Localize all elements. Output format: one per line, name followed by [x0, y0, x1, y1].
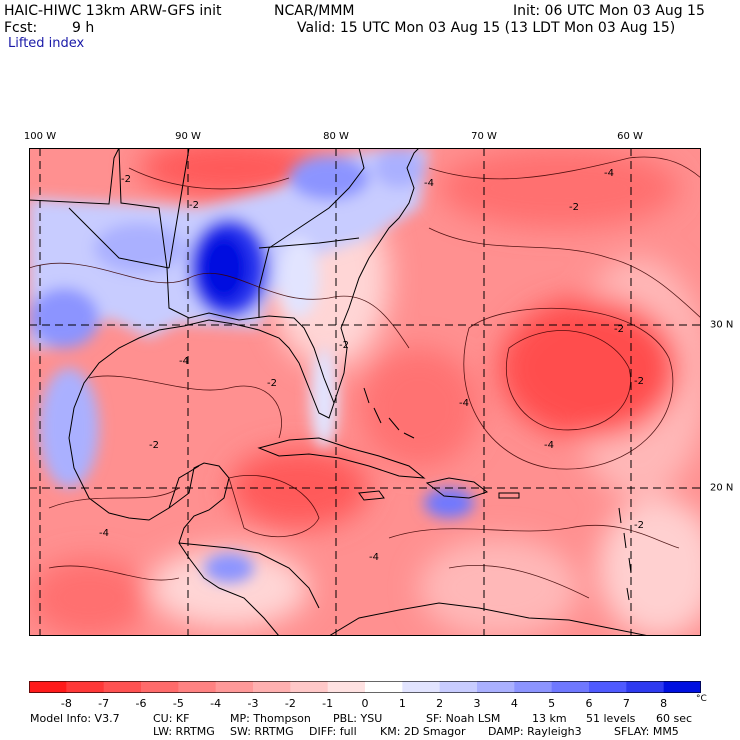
contour-label: -2 [149, 440, 159, 451]
lat-label-30n: 30 N [710, 319, 734, 331]
footer-levels: 51 levels [586, 712, 636, 725]
contour-label: -4 [424, 178, 434, 189]
colorbar-swatch [626, 681, 665, 693]
colorbar-swatch [215, 681, 254, 693]
lon-label-100w: 100 W [23, 131, 57, 142]
forecast-label: Fcst: [4, 20, 38, 36]
stable-areas [29, 148, 474, 583]
colorbar-swatch [402, 681, 441, 693]
contour-label: -2 [614, 324, 624, 335]
contour-label: -4 [544, 440, 554, 451]
colorbar-swatch [141, 681, 179, 693]
lon-label-60w: 60 W [617, 131, 643, 142]
colorbar-tick-label: 8 [660, 697, 668, 710]
colorbar-tick-label: -3 [247, 697, 259, 710]
footer-lw: LW: RRTMG [153, 725, 215, 738]
colorbar-tick-label: 1 [398, 697, 406, 710]
lifted-index-map: -2 -4 -2 -4 -2 -4 -2 -2 -2 -4 -2 -4 -2 -… [29, 148, 701, 636]
footer-pbl: PBL: YSU [333, 712, 383, 725]
lon-label-70w: 70 W [471, 131, 497, 142]
lat-lon-grid [29, 148, 701, 636]
colorbar-swatch [253, 681, 291, 693]
colorbar-tick-label: 2 [436, 697, 444, 710]
colorbar [29, 681, 701, 693]
contour-label: -4 [99, 528, 109, 539]
lon-label-80w: 80 W [323, 131, 349, 142]
contour-label: -4 [459, 398, 469, 409]
contour-label: -2 [634, 376, 644, 387]
contour-label: -2 [121, 174, 131, 185]
colorbar-tick-label: -8 [60, 697, 72, 710]
footer-damp: DAMP: Rayleigh3 [488, 725, 582, 738]
colorbar-tick-label: -7 [98, 697, 110, 710]
colorbar-swatch [439, 681, 478, 693]
footer-resolution: 13 km [532, 712, 567, 725]
map-frame [29, 148, 701, 636]
contour-label: -4 [369, 552, 379, 563]
footer-km: KM: 2D Smagor [380, 725, 466, 738]
contour-label: -2 [569, 202, 579, 213]
colorbar-tick-label: -2 [284, 697, 296, 710]
footer-timestep: 60 sec [656, 712, 693, 725]
org-label: NCAR/MMM [274, 3, 355, 19]
colorbar-swatch [327, 681, 366, 693]
colorbar-tick-label: 6 [585, 697, 593, 710]
contour-label: -2 [634, 520, 644, 531]
colorbar-swatch [514, 681, 553, 693]
field-name: Lifted index [8, 36, 85, 51]
colorbar-swatch [551, 681, 590, 693]
colorbar-swatch [663, 681, 701, 693]
colorbar-swatch [29, 681, 67, 693]
footer-cu: CU: KF [153, 712, 190, 725]
colorbar-tick-label: 3 [473, 697, 481, 710]
footer-sw: SW: RRTMG [230, 725, 294, 738]
valid-time: Valid: 15 UTC Mon 03 Aug 15 (13 LDT Mon … [297, 20, 676, 36]
contour-label-group: -2 -4 -2 -4 -2 -4 -2 -2 -2 -4 -2 -4 -2 -… [99, 168, 644, 563]
contour-lines [29, 156, 701, 599]
contour-label: -2 [267, 378, 277, 389]
contour-label: -2 [339, 340, 349, 351]
colorbar-swatch [477, 681, 515, 693]
contour-label: -2 [189, 200, 199, 211]
coastlines [29, 148, 650, 636]
colorbar-tick-label: 5 [548, 697, 556, 710]
footer-mp: MP: Thompson [230, 712, 311, 725]
colorbar-tick-label: -1 [322, 697, 334, 710]
contour-label: -4 [179, 356, 189, 367]
lon-label-90w: 90 W [175, 131, 201, 142]
colorbar-swatch [178, 681, 217, 693]
forecast-hour: 9 h [72, 20, 95, 36]
colorbar-swatch [66, 681, 105, 693]
colorbar-tick-label: -4 [210, 697, 222, 710]
colorbar-tick-label: 0 [361, 697, 369, 710]
contour-label: -4 [604, 168, 614, 179]
colorbar-swatch [290, 681, 329, 693]
footer-diff: DIFF: full [309, 725, 357, 738]
footer-sflay: SFLAY: MM5 [614, 725, 679, 738]
colorbar-tick-label: -6 [135, 697, 147, 710]
colorbar-unit: °C [696, 694, 707, 704]
colorbar-tick-label: 7 [622, 697, 630, 710]
colorbar-frame [29, 681, 701, 693]
colorbar-tick-label: -5 [172, 697, 184, 710]
init-time: Init: 06 UTC Mon 03 Aug 15 [513, 3, 705, 19]
colorbar-swatch [365, 681, 403, 693]
footer-model-info: Model Info: V3.7 [30, 712, 120, 725]
colorbar-swatch [589, 681, 627, 693]
footer-sf: SF: Noah LSM [426, 712, 501, 725]
model-title: HAIC-HIWC 13km ARW-GFS init [4, 3, 222, 19]
colorbar-tick-label: 4 [510, 697, 518, 710]
colorbar-swatch [103, 681, 142, 693]
lat-label-20n: 20 N [710, 482, 734, 494]
